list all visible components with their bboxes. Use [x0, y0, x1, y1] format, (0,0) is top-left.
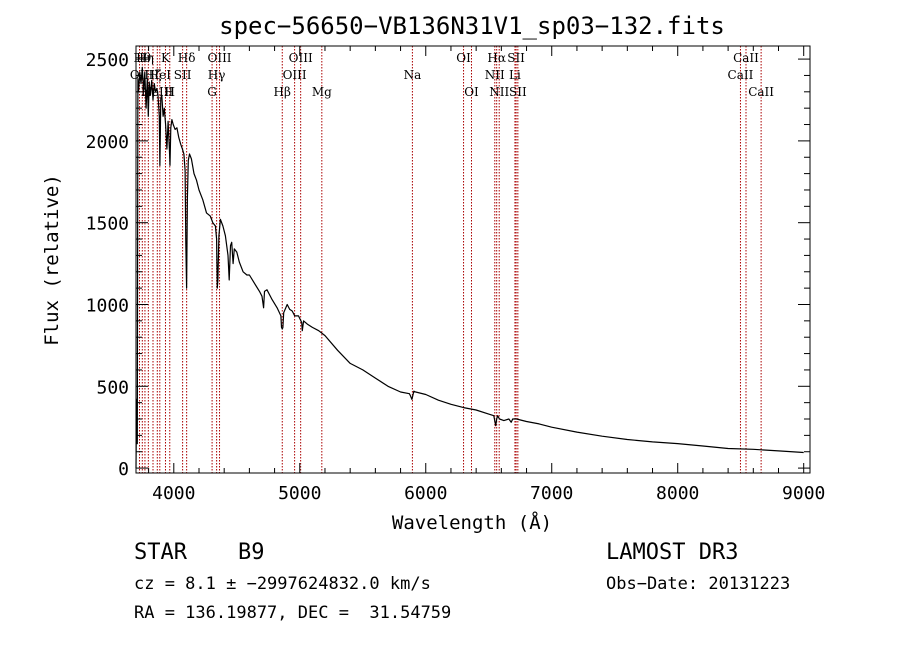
chart-title: spec−56650−VB136N31V1_sp03−132.fits [219, 12, 725, 40]
marker-label-16: OIII [289, 51, 313, 65]
y-tick-label-0: 0 [118, 459, 129, 480]
x-tick-label-3: 7000 [530, 483, 573, 504]
redshift-line: cz = 8.1 ± −2997624832.0 km/s [134, 574, 431, 594]
marker-label-23: NII [489, 85, 509, 99]
line-marker-labels: OIIHθHηHιHζNeIIIHeIKHSIIHδGHγOIIIHβOIIIO… [130, 51, 774, 99]
x-tick-label-4: 8000 [656, 483, 699, 504]
marker-label-11: G [207, 85, 217, 99]
x-tick-label-0: 4000 [152, 483, 195, 504]
x-axis-label: Wavelength (Å) [392, 511, 552, 534]
marker-label-27: CaII [728, 68, 754, 82]
marker-label-17: Mg [312, 85, 332, 99]
object-class: STAR [134, 540, 187, 565]
y-tick-label-1: 500 [96, 377, 129, 398]
ra-dec-coordinates: RA = 136.19877, DEC = 31.54759 [134, 603, 452, 623]
observation-date: Obs−Date: 20131223 [606, 574, 791, 594]
marker-label-2: Hη [136, 51, 154, 65]
marker-label-7: K [161, 51, 171, 65]
marker-label-21: NII [485, 68, 505, 82]
marker-label-1: Hθ [133, 51, 151, 65]
object-subclass: B9 [238, 540, 265, 565]
marker-label-8: H [165, 85, 175, 99]
marker-label-12: Hγ [208, 68, 226, 82]
marker-label-24: Li [509, 68, 521, 82]
marker-label-4: Hζ [145, 68, 162, 82]
marker-label-15: OIII [283, 68, 307, 82]
x-tick-label-5: 9000 [782, 483, 825, 504]
y-tick-label-2: 1000 [86, 295, 129, 316]
survey-name: LAMOST DR3 [606, 540, 739, 565]
x-tick-label-1: 5000 [278, 483, 321, 504]
y-axis: 0 500 1000 1500 2000 2500 [86, 50, 810, 480]
marker-label-26: SII [509, 85, 527, 99]
marker-label-29: CaII [748, 85, 774, 99]
marker-label-19: OI [456, 51, 471, 65]
marker-label-18: Na [404, 68, 422, 82]
y-axis-label: Flux (relative) [41, 174, 63, 346]
plot-frame [135, 45, 811, 474]
line-markers [139, 46, 762, 473]
marker-label-22: Hα [487, 51, 506, 65]
x-tick-label-2: 6000 [404, 483, 447, 504]
marker-label-20: OI [464, 85, 479, 99]
y-tick-label-3: 1500 [86, 214, 129, 235]
marker-label-28: CaII [733, 51, 759, 65]
y-tick-label-4: 2000 [86, 132, 129, 153]
y-tick-label-5: 2500 [86, 50, 129, 71]
marker-label-13: OIII [207, 51, 231, 65]
spectrum-line [135, 66, 804, 469]
marker-label-25: SII [507, 51, 525, 65]
marker-label-6: HeI [149, 68, 172, 82]
marker-label-14: Hβ [274, 85, 291, 99]
marker-label-10: Hδ [178, 51, 196, 65]
x-axis: 4000 5000 6000 7000 8000 9000 [148, 46, 825, 504]
marker-label-9: SII [174, 68, 192, 82]
